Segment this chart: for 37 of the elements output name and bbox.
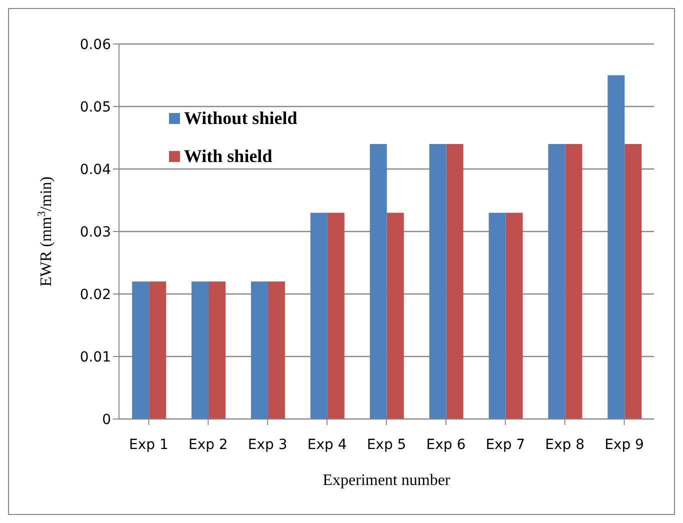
bar <box>192 282 209 419</box>
bar <box>386 212 404 419</box>
y-tick-label: 0 <box>102 412 111 428</box>
bar <box>624 144 642 419</box>
bar <box>310 212 328 419</box>
x-tick-label: Exp 4 <box>307 436 347 453</box>
y-tick-label: 0.03 <box>80 224 111 240</box>
x-tick-label: Exp 2 <box>188 436 228 453</box>
bar <box>565 144 582 419</box>
legend-label: Without shield <box>184 108 298 128</box>
x-tick-label: Exp 9 <box>604 436 644 453</box>
x-tick-label: Exp 5 <box>366 436 406 453</box>
x-tick-label: Exp 3 <box>248 436 288 453</box>
x-tick-label: Exp 6 <box>426 436 466 453</box>
bar <box>429 144 446 419</box>
bar <box>327 212 344 419</box>
legend-label: With shield <box>184 146 272 166</box>
bar <box>132 282 150 419</box>
bar <box>370 144 387 419</box>
y-tick-label: 0.01 <box>80 349 111 366</box>
x-tick-label: Exp 1 <box>129 436 168 453</box>
bar <box>268 282 285 419</box>
bar <box>506 212 523 419</box>
bar <box>208 282 226 419</box>
y-tick-label: 0.06 <box>80 36 112 53</box>
y-tick-label: 0.05 <box>80 99 111 116</box>
y-tick-label: 0.04 <box>80 162 112 178</box>
bar <box>446 144 464 419</box>
bar <box>250 282 268 419</box>
bar <box>149 282 166 419</box>
bar <box>488 212 506 419</box>
x-tick-label: Exp 8 <box>545 436 585 453</box>
bar <box>548 144 566 419</box>
bar <box>608 75 625 419</box>
x-tick-label: Exp 7 <box>486 436 526 453</box>
y-tick-label: 0.02 <box>80 286 111 303</box>
x-axis-title: Experiment number <box>322 472 451 489</box>
